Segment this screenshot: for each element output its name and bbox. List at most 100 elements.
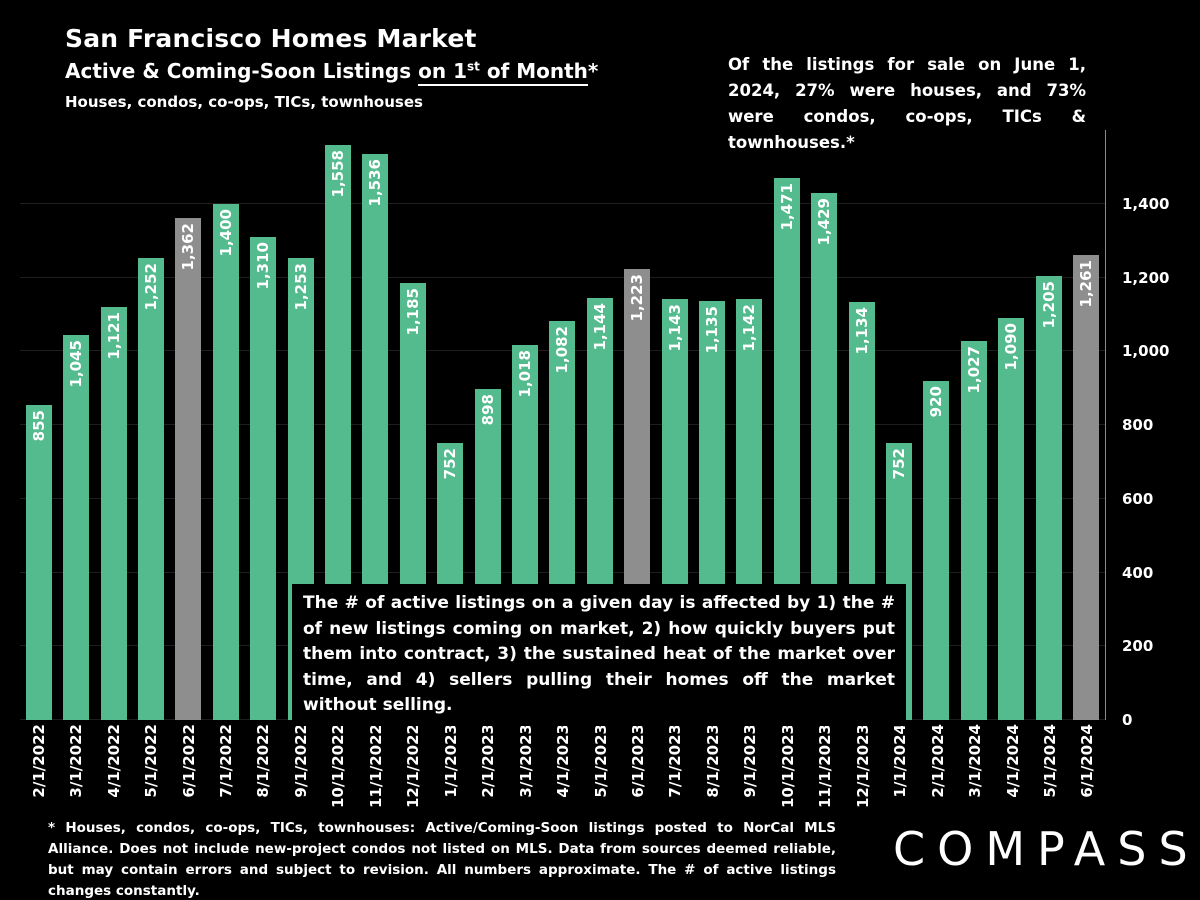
bar-column: 920 <box>918 130 955 720</box>
bar-column: 1,045 <box>57 130 94 720</box>
bar-5/1/2024: 1,205 <box>1035 276 1062 720</box>
bar-6/1/2022: 1,362 <box>175 218 202 720</box>
x-tick-cell: 1/1/2023 <box>432 724 469 816</box>
x-axis-label: 10/1/2023 <box>778 724 797 809</box>
x-axis-label: 1/1/2023 <box>441 724 460 798</box>
subtitle-asterisk: * <box>587 59 599 83</box>
bar-value-label: 898 <box>478 394 497 426</box>
x-tick-cell: 5/1/2023 <box>582 724 619 816</box>
x-axis-label: 1/1/2024 <box>891 724 910 798</box>
bar-value-label: 1,090 <box>1002 323 1021 371</box>
y-axis: 0 200 400 600 800 1,000 1,200 1,400 <box>1106 130 1180 729</box>
x-axis-label: 5/1/2022 <box>142 724 161 798</box>
x-axis-label: 4/1/2024 <box>1003 724 1022 798</box>
bar-2/1/2022: 855 <box>25 405 52 720</box>
y-tick-label: 1,400 <box>1122 194 1170 213</box>
bar-column: 1,121 <box>95 130 132 720</box>
bar-value-label: 855 <box>29 410 48 442</box>
bar-column: 1,261 <box>1067 130 1104 720</box>
x-tick-cell: 3/1/2023 <box>507 724 544 816</box>
x-axis-label: 11/1/2023 <box>816 724 835 809</box>
subtitle-prefix: Active & Coming-Soon Listings <box>65 59 419 83</box>
x-tick-cell: 9/1/2023 <box>732 724 769 816</box>
bar-value-label: 1,223 <box>628 274 647 322</box>
y-tick-label: 200 <box>1122 637 1154 656</box>
bar-2/1/2024: 920 <box>923 381 950 720</box>
subtitle-underlined-pre: on 1 <box>418 59 467 83</box>
bar-5/1/2022: 1,252 <box>137 258 164 720</box>
bar-column: 1,205 <box>1030 130 1067 720</box>
x-axis-label: 8/1/2023 <box>703 724 722 798</box>
gridline <box>20 276 1105 278</box>
bar-value-label: 1,205 <box>1039 281 1058 329</box>
x-tick-cell: 4/1/2022 <box>95 724 132 816</box>
bar-value-label: 1,135 <box>703 306 722 354</box>
x-tick-cell: 2/1/2024 <box>919 724 956 816</box>
bar-column: 1,090 <box>993 130 1030 720</box>
y-tick-label: 800 <box>1122 416 1154 434</box>
x-axis-label: 3/1/2022 <box>67 724 86 798</box>
bar-value-label: 1,027 <box>964 346 983 394</box>
x-tick-cell: 2/1/2022 <box>20 724 57 816</box>
x-axis-label: 9/1/2022 <box>291 724 310 798</box>
x-tick-cell: 3/1/2022 <box>57 724 94 816</box>
header: San Francisco Homes Market Active & Comi… <box>65 24 685 111</box>
x-axis-label: 4/1/2022 <box>104 724 123 798</box>
x-tick-cell: 9/1/2022 <box>282 724 319 816</box>
x-tick-cell: 10/1/2023 <box>769 724 806 816</box>
x-axis-label: 3/1/2023 <box>516 724 535 798</box>
x-axis-label: 11/1/2022 <box>366 724 385 809</box>
x-axis-label: 6/1/2022 <box>179 724 198 798</box>
subtitle-superscript: st <box>466 59 480 74</box>
x-axis-label: 3/1/2024 <box>966 724 985 798</box>
bar-value-label: 1,310 <box>254 242 273 290</box>
x-axis-label: 4/1/2023 <box>554 724 573 798</box>
chart-subtitle: Active & Coming-Soon Listings on 1st of … <box>65 59 685 86</box>
bar-value-label: 1,362 <box>179 223 198 271</box>
x-tick-cell: 8/1/2022 <box>245 724 282 816</box>
bar-value-label: 1,143 <box>665 304 684 352</box>
bar-value-label: 1,134 <box>852 307 871 355</box>
bar-7/1/2022: 1,400 <box>212 204 239 720</box>
x-tick-cell: 5/1/2024 <box>1031 724 1068 816</box>
x-tick-cell: 7/1/2023 <box>657 724 694 816</box>
x-axis-label: 7/1/2023 <box>666 724 685 798</box>
bar-value-label: 1,471 <box>777 183 796 231</box>
x-axis-label: 6/1/2023 <box>628 724 647 798</box>
x-axis-label: 2/1/2023 <box>479 724 498 798</box>
bar-6/1/2024: 1,261 <box>1073 255 1100 720</box>
x-axis-label: 2/1/2024 <box>928 724 947 798</box>
bar-column: 1,310 <box>244 130 281 720</box>
page-title: San Francisco Homes Market <box>65 24 477 53</box>
bar-column: 1,362 <box>170 130 207 720</box>
bar-4/1/2022: 1,121 <box>100 307 127 720</box>
x-axis-label: 6/1/2024 <box>1078 724 1097 798</box>
compass-logo: COMPASS <box>893 822 1200 876</box>
subtitle-underlined-post: of Month <box>479 59 588 83</box>
bar-value-label: 1,261 <box>1077 260 1096 308</box>
x-tick-cell: 3/1/2024 <box>956 724 993 816</box>
x-tick-cell: 5/1/2022 <box>132 724 169 816</box>
bar-value-label: 752 <box>441 448 460 480</box>
callout-june-2024: Of the listings for sale on June 1, 2024… <box>728 55 1086 153</box>
subtitle-underlined: on 1st of Month <box>418 59 588 86</box>
x-tick-cell: 6/1/2023 <box>619 724 656 816</box>
bar-value-label: 1,045 <box>67 340 86 388</box>
bar-value-label: 1,185 <box>403 288 422 336</box>
x-tick-cell: 8/1/2023 <box>694 724 731 816</box>
x-tick-cell: 12/1/2023 <box>844 724 881 816</box>
bar-value-label: 1,558 <box>328 150 347 198</box>
property-types-label: Houses, condos, co-ops, TICs, townhouses <box>65 93 423 111</box>
x-tick-cell: 12/1/2022 <box>395 724 432 816</box>
x-tick-cell: 6/1/2022 <box>170 724 207 816</box>
bar-value-label: 1,142 <box>740 304 759 352</box>
bar-value-label: 1,252 <box>141 263 160 311</box>
x-axis-label: 5/1/2024 <box>1040 724 1059 798</box>
y-tick-label: 600 <box>1122 489 1154 508</box>
bar-value-label: 1,121 <box>104 312 123 360</box>
y-tick-label: 1,200 <box>1122 268 1170 287</box>
x-axis-label: 12/1/2022 <box>404 724 423 809</box>
x-axis: 2/1/2022 3/1/2022 4/1/2022 5/1/2022 6/1/2022… <box>20 724 1106 816</box>
gridline <box>20 202 1105 204</box>
